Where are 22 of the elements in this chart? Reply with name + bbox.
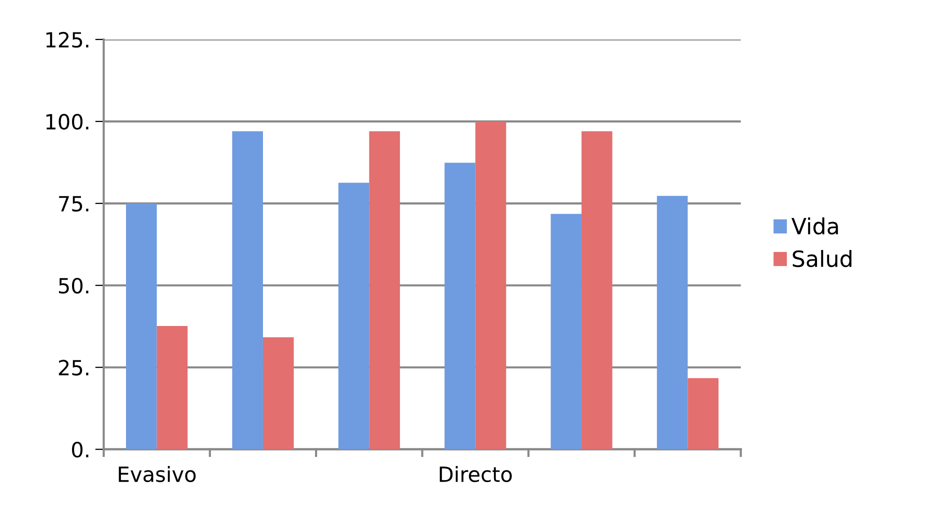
y-tick-label: 0.: [72, 442, 88, 458]
legend-label: Salud: [792, 250, 852, 268]
bar: [338, 182, 370, 450]
bar: [656, 196, 688, 450]
y-tick-label: 50.: [58, 278, 88, 294]
y-tick-label: 75.: [59, 196, 88, 212]
bar: [232, 131, 263, 450]
bar: [369, 131, 400, 450]
y-tick-label: 100.: [46, 114, 88, 130]
bar: [444, 162, 476, 450]
y-tick-label: 125.: [46, 32, 88, 48]
bar: [262, 337, 294, 450]
bar: [475, 121, 506, 450]
bar: [550, 214, 582, 450]
x-tick-label: Directo: [440, 466, 512, 482]
x-tick-label: Evasivo: [118, 466, 196, 482]
bar: [156, 326, 188, 450]
bar: [688, 378, 718, 450]
y-tick-label: 25.: [58, 360, 88, 376]
bar: [582, 131, 612, 450]
bar: [126, 203, 157, 450]
legend-label: Vida: [791, 217, 838, 235]
